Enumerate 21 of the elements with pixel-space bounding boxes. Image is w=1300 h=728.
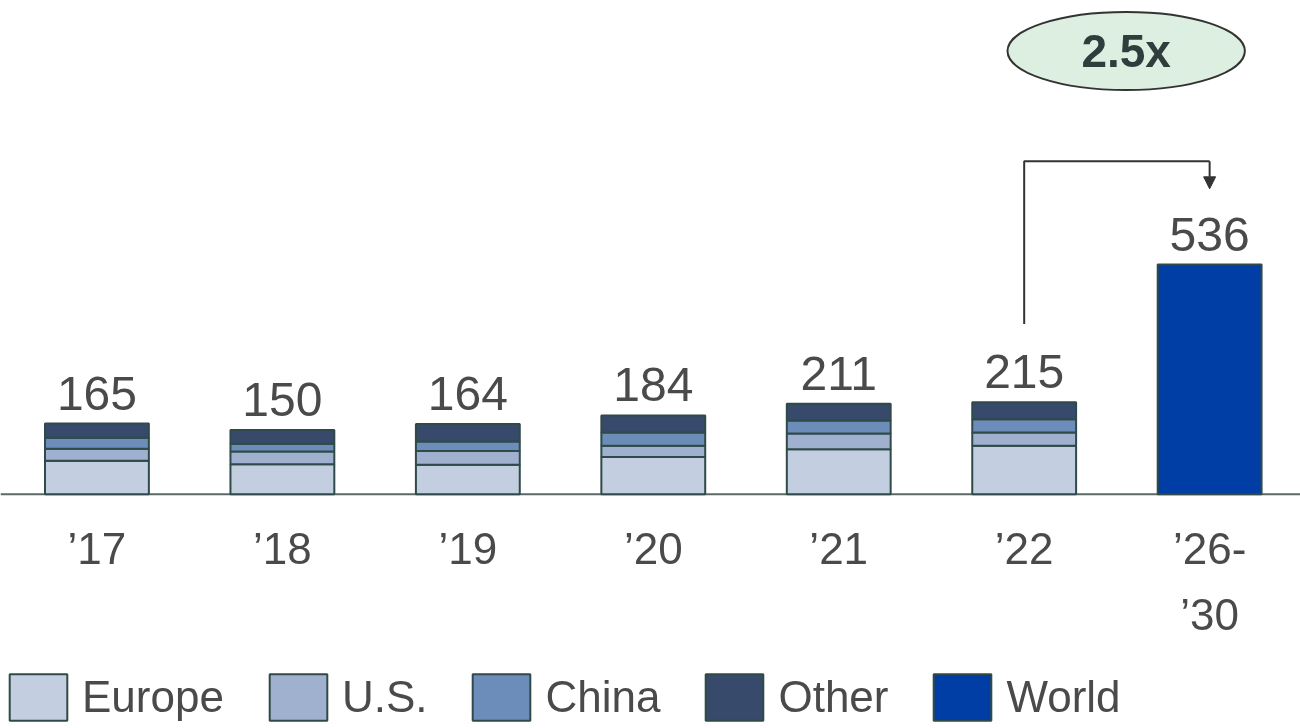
bar: [1156, 263, 1263, 496]
x-tick-label: ’19: [438, 524, 498, 574]
x-tick-label: ’26-’30: [1172, 524, 1247, 640]
legend-label: Other: [778, 672, 889, 722]
x-tick-label: ’18: [253, 524, 312, 574]
total-label: 184: [613, 358, 694, 412]
legend-label: China: [545, 672, 661, 722]
total-label: 215: [984, 345, 1065, 399]
total-label: 150: [242, 372, 323, 426]
text: 2.5x: [1081, 25, 1172, 78]
x-tick-label: ’20: [623, 524, 683, 574]
x-tick-label: ’22: [994, 524, 1054, 574]
legend-label: U.S.: [341, 672, 428, 722]
legend-label: Europe: [82, 672, 224, 722]
data-label: 536: [1169, 207, 1250, 261]
total-label: 211: [800, 346, 877, 400]
x-tick-label: ’17: [67, 524, 127, 574]
x-tick-label: ’21: [809, 524, 869, 574]
total-label: 164: [427, 366, 508, 420]
total-label: 165: [56, 366, 137, 420]
legend-label: World: [1006, 672, 1121, 722]
